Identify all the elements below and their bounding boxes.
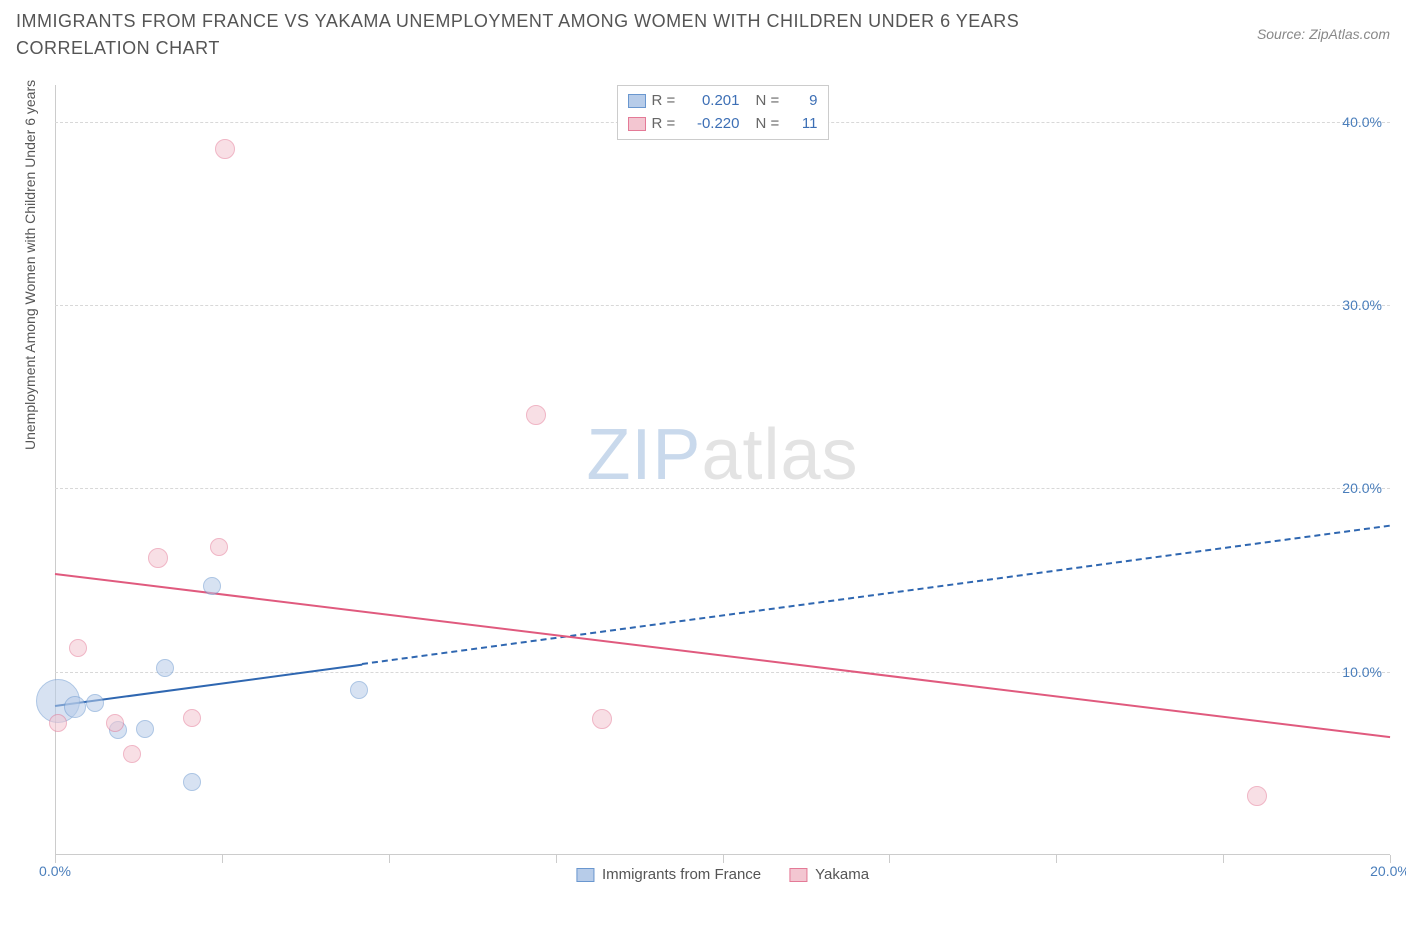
correlation-legend: R = 0.201 N = 9 R = -0.220 N = 11 (617, 85, 829, 140)
legend-item: Yakama (789, 866, 869, 883)
data-point (183, 709, 201, 727)
x-tick-label: 20.0% (1370, 863, 1406, 879)
data-point (64, 696, 86, 718)
source-text: Source: ZipAtlas.com (1257, 26, 1390, 42)
x-tick-label: 0.0% (39, 863, 71, 879)
legend-swatch (789, 868, 807, 882)
data-point (148, 548, 168, 568)
data-point (123, 745, 141, 763)
legend-label: Yakama (815, 866, 869, 883)
legend-r-label: R = (652, 90, 682, 113)
series-legend: Immigrants from France Yakama (576, 866, 869, 883)
legend-swatch (628, 94, 646, 108)
legend-n-value: 11 (792, 113, 818, 136)
data-point (215, 139, 235, 159)
x-tick-mark (556, 855, 557, 863)
data-point (350, 681, 368, 699)
legend-row: R = 0.201 N = 9 (628, 90, 818, 113)
x-tick-mark (389, 855, 390, 863)
y-tick-label: 30.0% (1342, 297, 1382, 313)
x-tick-mark (1056, 855, 1057, 863)
data-point (1247, 786, 1267, 806)
legend-r-value: 0.201 (688, 90, 740, 113)
x-tick-mark (1223, 855, 1224, 863)
y-axis-label: Unemployment Among Women with Children U… (22, 80, 38, 450)
legend-n-label: N = (756, 113, 786, 136)
correlation-chart: ZIPatlas 10.0%20.0%30.0%40.0%0.0%20.0% R… (55, 85, 1390, 855)
legend-row: R = -0.220 N = 11 (628, 113, 818, 136)
x-tick-mark (1390, 855, 1391, 863)
data-point (210, 538, 228, 556)
y-tick-label: 20.0% (1342, 480, 1382, 496)
data-point (203, 577, 221, 595)
data-point (592, 709, 612, 729)
x-tick-mark (55, 855, 56, 863)
grid-line (55, 488, 1390, 489)
data-point (106, 714, 124, 732)
x-tick-mark (222, 855, 223, 863)
data-point (69, 639, 87, 657)
legend-r-value: -0.220 (688, 113, 740, 136)
data-point (136, 720, 154, 738)
y-tick-label: 40.0% (1342, 114, 1382, 130)
data-point (49, 714, 67, 732)
x-tick-mark (723, 855, 724, 863)
page-title: IMMIGRANTS FROM FRANCE VS YAKAMA UNEMPLO… (16, 8, 1116, 62)
y-tick-label: 10.0% (1342, 664, 1382, 680)
data-point (183, 773, 201, 791)
legend-swatch (576, 868, 594, 882)
grid-line (55, 672, 1390, 673)
legend-swatch (628, 117, 646, 131)
trend-line (55, 573, 1390, 738)
x-tick-mark (889, 855, 890, 863)
data-point (86, 694, 104, 712)
data-point (526, 405, 546, 425)
legend-n-label: N = (756, 90, 786, 113)
trend-line (362, 525, 1390, 665)
legend-r-label: R = (652, 113, 682, 136)
grid-line (55, 305, 1390, 306)
legend-label: Immigrants from France (602, 866, 761, 883)
data-point (156, 659, 174, 677)
legend-item: Immigrants from France (576, 866, 761, 883)
legend-n-value: 9 (792, 90, 818, 113)
